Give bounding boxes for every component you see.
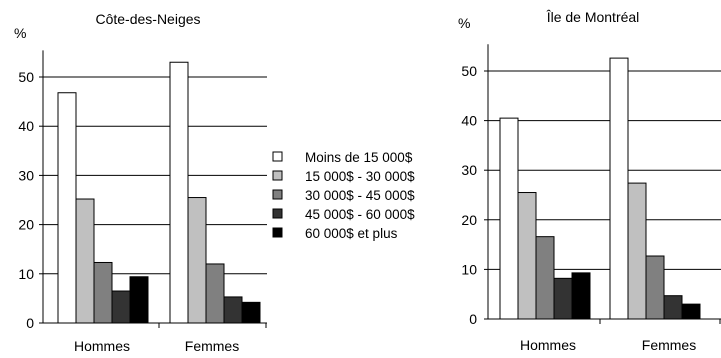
legend-swatch <box>272 227 283 238</box>
y-tick-label: 20 <box>18 217 34 233</box>
bar-femmes-series-4 <box>223 296 243 324</box>
bar-femmes-series-2 <box>627 182 647 320</box>
y-unit-label: % <box>14 25 26 41</box>
bar-hommes-series-4 <box>111 290 131 324</box>
y-tick-label: 0 <box>469 311 477 327</box>
legend-swatch <box>272 151 283 162</box>
bar-hommes-series-5 <box>129 276 149 324</box>
legend-swatch <box>272 170 283 181</box>
bar-femmes-series-3 <box>205 263 225 324</box>
y-tick-label: 0 <box>26 315 34 331</box>
y-tick-label: 30 <box>18 167 34 183</box>
x-category-label: Hommes <box>74 338 130 354</box>
legend-label: 30 000$ - 45 000$ <box>305 188 415 203</box>
chart-ile-de-montreal: Île de Montréal% 0 10 20 30 40 50 Hommes Femmes <box>458 9 721 353</box>
bar-femmes-series-1 <box>169 61 189 324</box>
bar-hommes-series-5 <box>571 272 591 320</box>
legend-label: Moins de 15 000$ <box>305 150 413 165</box>
x-category-label: Hommes <box>520 337 576 353</box>
y-tick-label: 10 <box>461 261 477 277</box>
bar-femmes-series-2 <box>187 197 207 324</box>
y-tick-label: 10 <box>18 266 34 282</box>
legend-label: 60 000$ et plus <box>305 226 398 241</box>
y-tick-label: 40 <box>18 118 34 134</box>
y-tick-label: 40 <box>461 113 477 129</box>
bar-femmes-series-1 <box>609 57 629 320</box>
y-tick-label: 30 <box>461 162 477 178</box>
bar-hommes-series-3 <box>535 236 555 320</box>
chart-title: Côte-des-Neiges <box>95 11 200 27</box>
chart-cote-des-neiges: Côte-des-Neiges% 0 10 20 30 40 50 Hommes Femmes <box>14 11 267 354</box>
bar-femmes-series-5 <box>681 303 701 320</box>
bar-hommes-series-1 <box>57 92 77 324</box>
bar-hommes-series-4 <box>553 277 573 320</box>
legend: Moins de 15 000$ 15 000$ - 30 000$ 30 000$… <box>272 150 415 241</box>
legend-swatch <box>272 189 283 200</box>
bar-hommes-series-1 <box>499 117 519 320</box>
x-category-label: Femmes <box>185 338 239 354</box>
bar-hommes-series-3 <box>93 261 113 324</box>
y-unit-label: % <box>458 15 470 31</box>
y-tick-label: 50 <box>461 63 477 79</box>
x-category-label: Femmes <box>642 337 696 353</box>
bar-hommes-series-2 <box>517 192 537 320</box>
bar-hommes-series-2 <box>75 198 95 324</box>
bar-femmes-series-4 <box>663 295 683 320</box>
bar-femmes-series-3 <box>645 255 665 320</box>
legend-swatch <box>272 208 283 219</box>
bar-femmes-series-5 <box>241 301 261 324</box>
legend-label: 15 000$ - 30 000$ <box>305 169 415 184</box>
y-tick-label: 50 <box>18 69 34 85</box>
legend-label: 45 000$ - 60 000$ <box>305 207 415 222</box>
chart-title: Île de Montréal <box>546 9 640 25</box>
y-tick-label: 20 <box>461 212 477 228</box>
